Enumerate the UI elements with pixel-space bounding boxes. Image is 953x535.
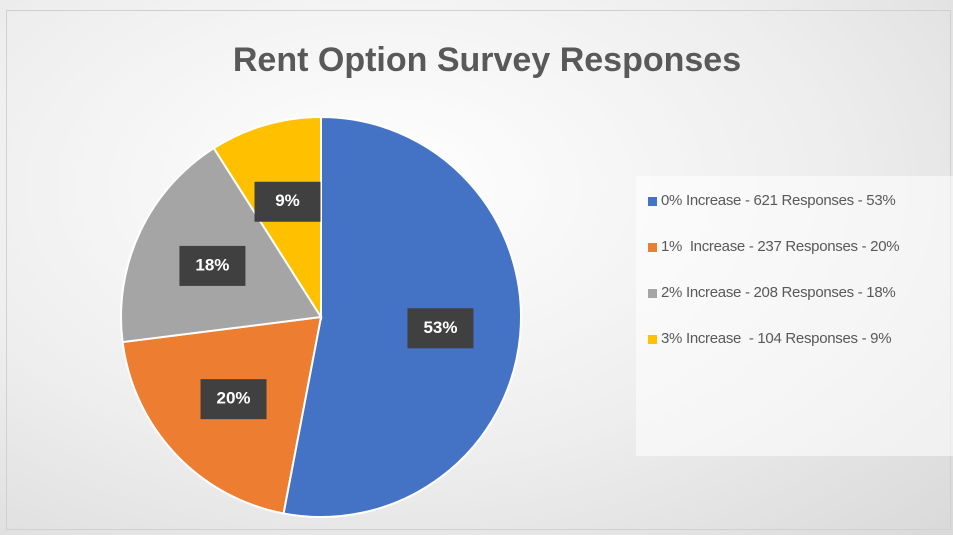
legend-swatch — [648, 243, 657, 252]
data-label: 53% — [423, 318, 457, 337]
data-label: 18% — [195, 255, 229, 274]
legend-label: 1% Increase - 237 Responses - 20% — [661, 238, 900, 255]
legend-swatch — [648, 335, 657, 344]
legend-swatch — [648, 289, 657, 298]
data-label-box — [179, 245, 246, 286]
legend-label: 2% Increase - 208 Responses - 18% — [661, 284, 896, 301]
pie-slice — [120, 146, 323, 344]
legend-label: 3% Increase - 104 Responses - 9% — [661, 330, 892, 347]
legend-item: 2% Increase - 208 Responses - 18% — [648, 282, 945, 304]
legend-item: 1% Increase - 237 Responses - 20% — [648, 236, 945, 258]
data-label-box — [407, 308, 474, 349]
data-label-box — [200, 379, 267, 420]
legend: 0% Increase - 621 Responses - 53% 1% Incr… — [636, 176, 953, 456]
data-label: 20% — [217, 389, 251, 408]
legend-label: 0% Increase - 621 Responses - 53% — [661, 192, 896, 209]
chart-title: Rent Option Survey Responses — [233, 41, 741, 79]
legend-item: 0% Increase - 621 Responses - 53% — [648, 190, 945, 212]
data-label-box — [254, 181, 321, 222]
data-label: 9% — [275, 191, 300, 210]
pie-slice — [282, 115, 522, 518]
legend-item: 3% Increase - 104 Responses - 9% — [648, 328, 945, 350]
legend-swatch — [648, 197, 657, 206]
